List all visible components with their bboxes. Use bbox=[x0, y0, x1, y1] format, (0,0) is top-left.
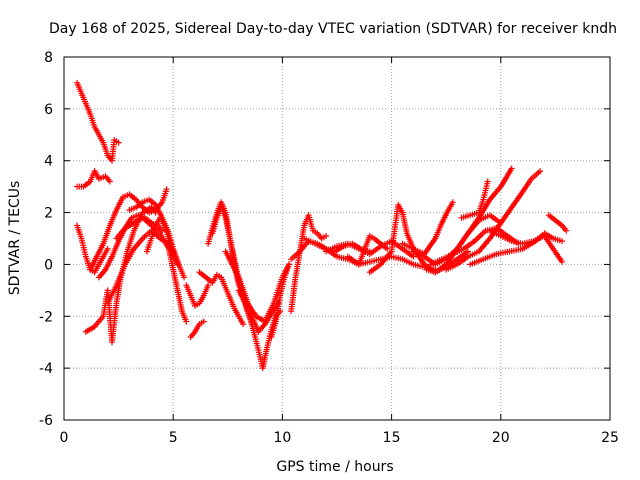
data-series bbox=[74, 79, 122, 164]
x-tick-label: 20 bbox=[492, 430, 510, 446]
data-point-markers bbox=[399, 199, 456, 258]
data-point-markers bbox=[74, 79, 122, 164]
data-point-markers bbox=[323, 238, 417, 260]
data-series bbox=[87, 186, 170, 273]
plot-border bbox=[63, 56, 611, 421]
y-tick-label: 8 bbox=[44, 50, 53, 66]
data-point-markers bbox=[344, 232, 391, 268]
x-tick-label: 5 bbox=[169, 430, 178, 446]
data-series bbox=[187, 318, 207, 340]
data-point-markers bbox=[458, 178, 491, 221]
data-point-markers bbox=[187, 318, 207, 340]
y-tick-label: -6 bbox=[39, 413, 53, 429]
data-series bbox=[144, 214, 181, 268]
data-point-markers bbox=[545, 212, 570, 234]
x-tick-label: 0 bbox=[60, 430, 69, 446]
data-series bbox=[74, 168, 113, 190]
plot-frame bbox=[63, 56, 611, 421]
data-series bbox=[545, 212, 570, 234]
plot-area bbox=[74, 79, 570, 372]
y-tick-label: 4 bbox=[44, 154, 53, 170]
data-series bbox=[344, 232, 391, 268]
axis-ticks: 0 5 10 15 20 25 -6 -4 -2 0 2 4 6 8 bbox=[39, 50, 619, 446]
x-tick-label: 15 bbox=[383, 430, 401, 446]
data-series bbox=[235, 287, 284, 372]
data-point-markers bbox=[74, 168, 113, 190]
y-tick-label: 0 bbox=[44, 257, 53, 273]
grid-lines bbox=[64, 57, 610, 420]
x-tick-label: 10 bbox=[273, 430, 291, 446]
data-point-markers bbox=[268, 261, 292, 340]
y-axis-label: SDTVAR / TECUs bbox=[7, 181, 23, 296]
data-series bbox=[268, 261, 292, 340]
data-point-markers bbox=[183, 282, 212, 309]
y-tick-label: 6 bbox=[44, 102, 53, 118]
y-tick-label: -4 bbox=[39, 361, 53, 377]
data-series bbox=[196, 269, 247, 328]
data-series bbox=[323, 238, 417, 260]
x-axis-label: GPS time / hours bbox=[276, 459, 393, 475]
data-point-markers bbox=[144, 214, 181, 268]
data-series bbox=[288, 212, 330, 315]
chart-title: Day 168 of 2025, Sidereal Day-to-day VTE… bbox=[49, 21, 617, 37]
data-point-markers bbox=[196, 269, 247, 328]
data-series bbox=[183, 282, 212, 309]
data-series bbox=[458, 178, 491, 221]
data-point-markers bbox=[235, 287, 284, 372]
x-tick-label: 25 bbox=[601, 430, 619, 446]
data-series bbox=[486, 227, 565, 265]
data-point-markers bbox=[486, 227, 565, 265]
data-series bbox=[399, 199, 456, 258]
y-tick-label: -2 bbox=[39, 309, 53, 325]
data-point-markers bbox=[87, 186, 170, 273]
data-point-markers bbox=[126, 196, 188, 281]
data-series bbox=[126, 196, 188, 281]
y-tick-label: 2 bbox=[44, 206, 53, 222]
data-point-markers bbox=[288, 212, 330, 315]
